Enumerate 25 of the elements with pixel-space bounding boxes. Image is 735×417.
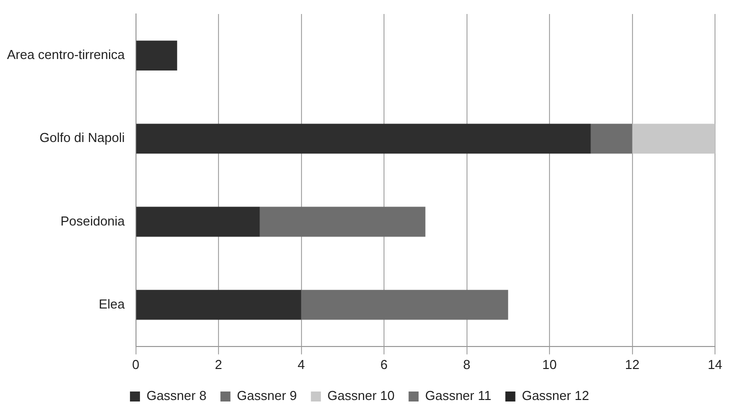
- y-tick-label: Elea: [98, 296, 126, 312]
- bar: [136, 290, 302, 320]
- bar: [301, 290, 508, 320]
- bar: [260, 206, 426, 237]
- x-tick-label: 14: [708, 356, 722, 372]
- y-tick-label: Golfo di Napoli: [39, 130, 125, 146]
- y-tick-label: Poseidonia: [60, 213, 126, 228]
- bar: [632, 124, 715, 154]
- legend-label: Gassner 11: [425, 388, 492, 404]
- bar: [136, 206, 260, 237]
- x-tick-label: 10: [542, 356, 557, 372]
- bar: [136, 40, 178, 71]
- y-tick-label: Area centro-tirrenica: [6, 47, 126, 62]
- legend-label: Gassner 9: [236, 388, 297, 404]
- bar: [136, 124, 591, 154]
- x-tick-label: 8: [463, 356, 470, 372]
- legend-label: Gassner 8: [146, 388, 206, 404]
- bar: [590, 124, 632, 154]
- x-tick-label: 2: [214, 356, 222, 372]
- x-tick-label: 6: [380, 356, 388, 372]
- x-tick-label: 4: [298, 356, 305, 372]
- x-tick-label: 0: [132, 356, 140, 372]
- legend-label: Gassner 10: [327, 388, 395, 404]
- x-tick-label: 12: [625, 356, 640, 372]
- legend-label: Gassner 12: [522, 388, 590, 404]
